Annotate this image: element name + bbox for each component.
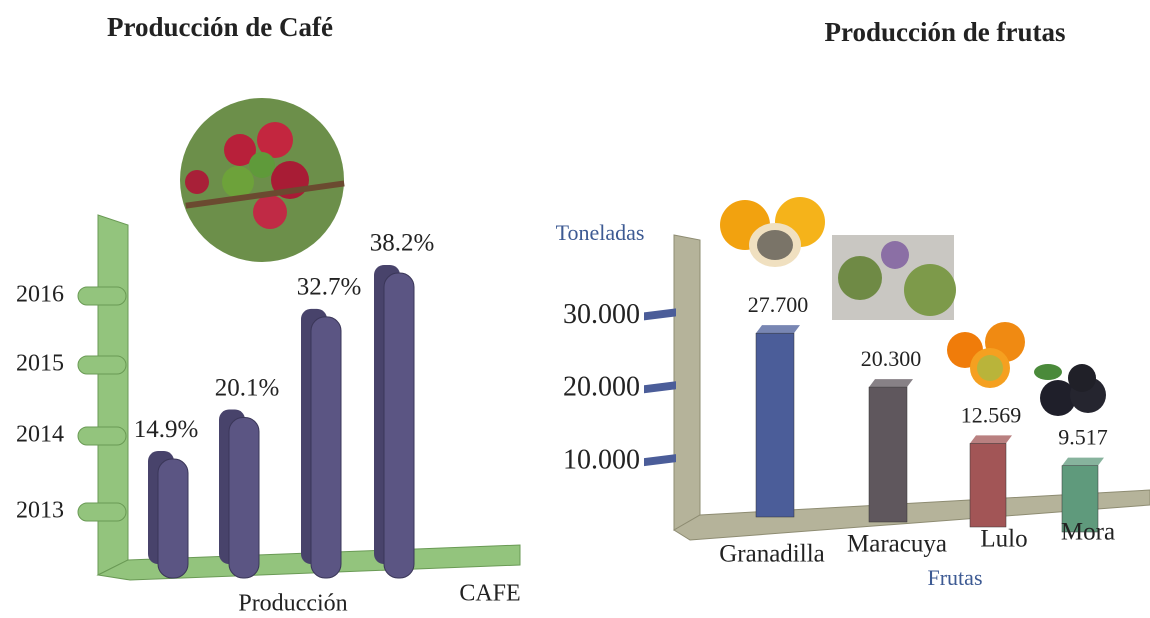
bar [1061, 465, 1099, 533]
bar-top [970, 435, 1012, 444]
x-tick-label: Maracuya [847, 531, 947, 558]
value-label: 9.517 [1058, 425, 1108, 450]
bar [310, 316, 342, 579]
bar [969, 443, 1007, 528]
lulo-image [947, 322, 1025, 388]
bar-top [1062, 457, 1104, 466]
granadilla-image [720, 197, 825, 267]
value-label: 32.7% [297, 274, 362, 301]
year-label: 2016 [16, 282, 64, 308]
bar [868, 386, 908, 523]
x-tick-label: Lulo [980, 526, 1027, 553]
coffee-image [180, 98, 345, 262]
tick-mark [644, 454, 676, 467]
bar [755, 332, 795, 518]
value-label: 14.9% [134, 416, 199, 443]
value-label: 38.2% [370, 230, 435, 257]
maracuya-image [832, 235, 956, 320]
x-tick-label: Granadilla [719, 541, 825, 568]
year-peg [77, 355, 127, 375]
year-label: 2015 [16, 351, 64, 377]
year-peg [77, 502, 127, 522]
value-label: 12.569 [961, 402, 1022, 427]
bar-top [869, 379, 913, 388]
y-tick-label: 20.000 [563, 372, 640, 403]
value-label: 20.300 [861, 346, 922, 371]
y-tick-label: 10.000 [563, 445, 640, 476]
mora-image [1034, 364, 1106, 416]
y-axis-wall [673, 234, 701, 531]
axis-annotation: CAFE [459, 581, 520, 607]
bar-top [756, 325, 800, 334]
value-label: 20.1% [215, 374, 280, 401]
x-axis-label: Producción [238, 591, 347, 617]
year-peg [77, 286, 127, 306]
value-label: 27.700 [748, 292, 809, 317]
x-axis-floor [673, 489, 1150, 541]
year-label: 2014 [16, 422, 64, 448]
x-axis-label: Frutas [928, 565, 983, 590]
bar [383, 272, 415, 579]
chart-title: Producción de Café [107, 12, 333, 42]
year-label: 2013 [16, 498, 64, 524]
year-peg [77, 426, 127, 446]
x-tick-label: Mora [1061, 519, 1115, 546]
tick-mark [644, 308, 676, 321]
y-tick-label: 30.000 [563, 299, 640, 330]
y-axis-label: Toneladas [556, 220, 645, 245]
tick-mark [644, 381, 676, 394]
bar [228, 417, 260, 579]
bar [157, 458, 189, 579]
chart-title: Producción de frutas [825, 17, 1066, 47]
